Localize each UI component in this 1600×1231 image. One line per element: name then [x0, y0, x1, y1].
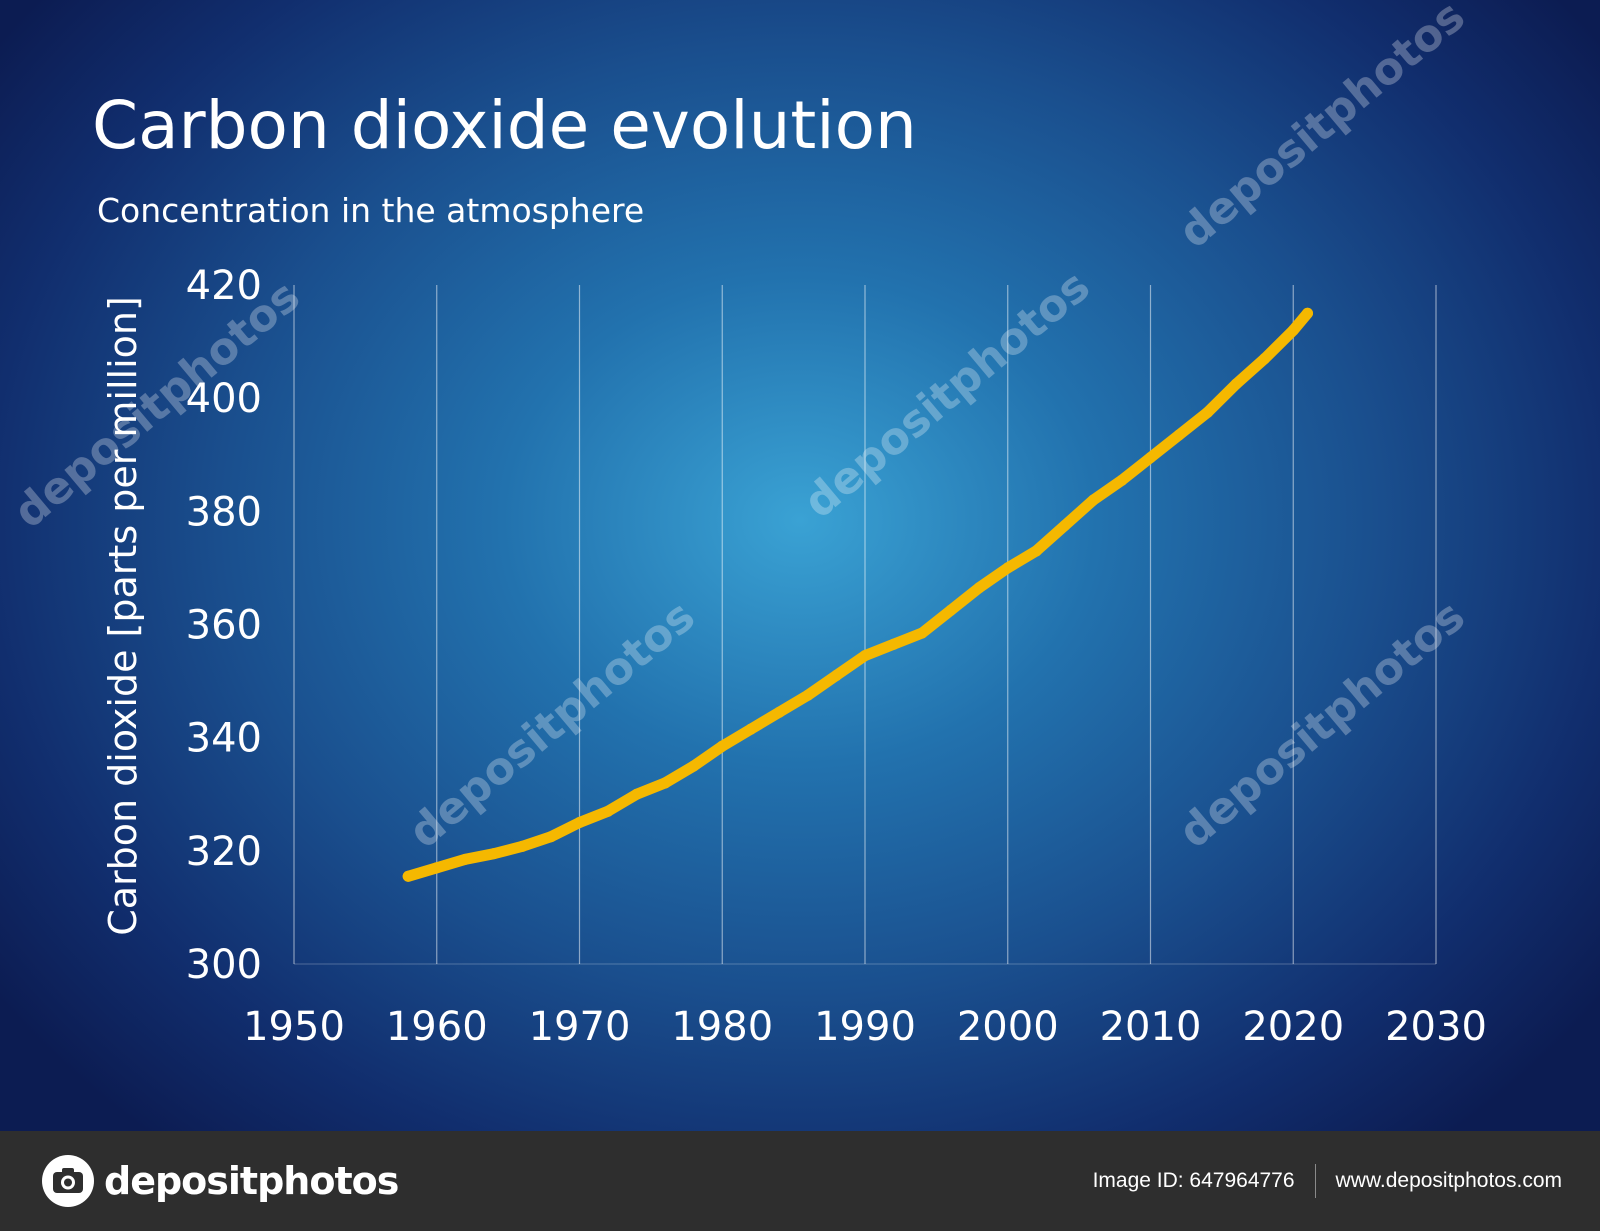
data-point — [631, 788, 643, 800]
brand-name: depositphotos — [104, 1159, 399, 1203]
watermark-text: depositphotos — [4, 271, 309, 539]
x-tick-label: 1970 — [529, 1004, 631, 1050]
x-tick-label: 1990 — [814, 1004, 916, 1050]
y-tick-label: 360 — [186, 603, 262, 649]
data-point — [1230, 378, 1242, 390]
data-point — [459, 853, 471, 865]
y-axis-ticks: 300 320 340 360 380 400 420 — [186, 263, 262, 988]
data-point — [745, 723, 757, 735]
data-point — [973, 582, 985, 594]
data-point — [688, 760, 700, 772]
data-point — [1202, 406, 1214, 418]
data-point — [830, 669, 842, 681]
footer-info: Image ID: 647964776 www.depositphotos.co… — [1093, 1131, 1562, 1231]
data-point — [716, 740, 728, 752]
data-point — [1287, 324, 1299, 336]
y-tick-label: 420 — [186, 263, 262, 309]
data-point — [574, 817, 585, 829]
brand-logo: depositphotos — [40, 1153, 399, 1209]
data-point — [402, 870, 414, 882]
chart-area: 1950 1960 1970 1980 1990 2000 2010 2020 2030 300… — [0, 0, 1600, 1131]
x-tick-label: 1960 — [386, 1004, 488, 1050]
x-tick-label: 2010 — [1100, 1004, 1202, 1050]
data-point — [1173, 429, 1185, 441]
watermark-text: depositphotos — [794, 261, 1099, 529]
co2-line-chart: 1950 1960 1970 1980 1990 2000 2010 2020 2030 300… — [4, 0, 1487, 1050]
y-tick-label: 300 — [186, 942, 262, 988]
watermark-text: depositphotos — [1169, 591, 1474, 859]
data-point — [945, 604, 957, 616]
chart-title: Carbon dioxide evolution — [92, 87, 917, 164]
data-point — [659, 777, 671, 789]
data-point — [859, 650, 871, 662]
data-point — [516, 840, 528, 852]
y-tick-label: 320 — [186, 829, 262, 875]
data-point — [488, 848, 500, 860]
data-point — [602, 805, 614, 817]
x-tick-label: 2030 — [1385, 1004, 1487, 1050]
data-point — [1059, 519, 1071, 531]
footer-divider — [1314, 1164, 1316, 1198]
y-tick-label: 380 — [186, 489, 262, 535]
y-tick-label: 400 — [186, 376, 262, 422]
watermark-text: depositphotos — [1169, 0, 1474, 258]
data-point — [1087, 494, 1099, 506]
data-point — [916, 627, 928, 639]
data-point — [1116, 474, 1128, 486]
co2-series — [402, 307, 1314, 882]
data-point — [1002, 562, 1014, 574]
watermark-text: depositphotos — [399, 591, 704, 859]
image-id: Image ID: 647964776 — [1092, 1169, 1295, 1192]
x-tick-label: 1980 — [671, 1004, 773, 1050]
data-point — [888, 638, 900, 650]
site-url: www.depositphotos.com — [1335, 1169, 1562, 1192]
data-point — [802, 689, 814, 701]
data-point — [773, 706, 785, 718]
data-point — [545, 831, 557, 843]
data-point — [1145, 452, 1156, 464]
x-tick-label: 2020 — [1242, 1004, 1344, 1050]
footer-bar: depositphotos Image ID: 647964776 www.de… — [0, 1131, 1600, 1231]
data-point — [1030, 545, 1042, 557]
data-point — [1302, 307, 1314, 319]
y-axis-label: Carbon dioxide [parts per million] — [101, 296, 145, 936]
chart-subtitle: Concentration in the atmosphere — [97, 191, 644, 230]
co2-line — [402, 307, 1313, 882]
x-axis-ticks: 1950 1960 1970 1980 1990 2000 2010 2020 2030 — [243, 1004, 1487, 1050]
data-point — [1259, 353, 1271, 365]
camera-icon — [42, 1155, 94, 1207]
y-tick-label: 340 — [186, 716, 262, 762]
x-tick-label: 2000 — [957, 1004, 1059, 1050]
x-tick-label: 1950 — [243, 1004, 345, 1050]
data-point — [431, 862, 443, 874]
vertical-grid — [293, 285, 1437, 965]
